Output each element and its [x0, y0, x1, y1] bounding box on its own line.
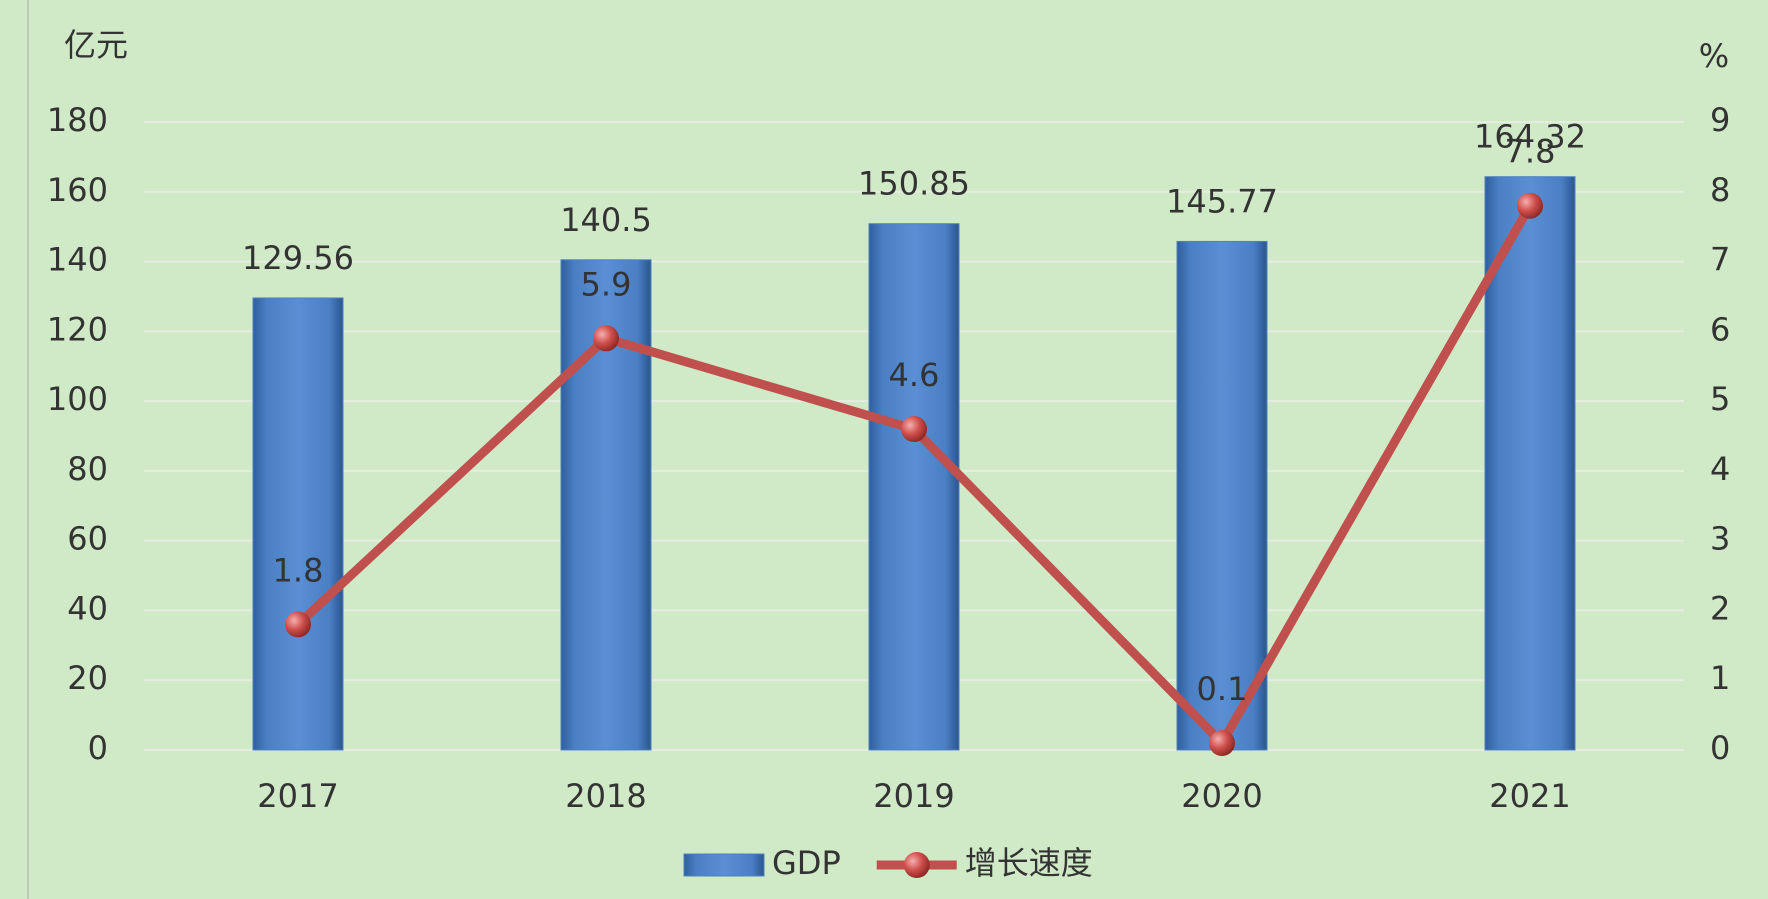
y2-tick-label: 3 — [1710, 520, 1730, 558]
y-tick-label: 180 — [47, 101, 108, 139]
legend-marker — [903, 852, 930, 878]
line-value-label: 7.8 — [1505, 133, 1556, 171]
legend-swatch — [683, 853, 765, 877]
line-value-label: 5.9 — [581, 265, 632, 303]
y-tick-label: 140 — [47, 241, 108, 279]
legend-label: 增长速度 — [965, 844, 1093, 882]
x-tick-label: 2021 — [1489, 777, 1570, 815]
bar-value-label: 129.56 — [242, 239, 354, 277]
bar-value-label: 150.85 — [858, 165, 970, 203]
y2-tick-label: 6 — [1710, 310, 1730, 348]
bar — [1484, 176, 1576, 751]
y-tick-label: 40 — [67, 589, 108, 627]
legend-label: GDP — [772, 844, 841, 882]
y-tick-label: 80 — [67, 450, 108, 488]
y2-tick-label: 7 — [1710, 241, 1730, 279]
line-value-label: 1.8 — [273, 551, 324, 589]
line-marker — [285, 611, 311, 638]
bar — [252, 297, 344, 751]
bar — [868, 223, 960, 751]
y2-tick-label: 4 — [1710, 450, 1730, 488]
y2-tick-label: 8 — [1710, 171, 1730, 209]
bar-value-label: 140.5 — [560, 201, 652, 239]
y2-axis-label: % — [1699, 37, 1729, 75]
y-tick-label: 20 — [67, 659, 108, 697]
line-value-label: 4.6 — [889, 356, 940, 394]
y-tick-label: 120 — [47, 310, 108, 348]
y2-tick-label: 5 — [1710, 380, 1730, 418]
y-tick-label: 100 — [47, 380, 108, 418]
y-tick-label: 160 — [47, 171, 108, 209]
y-axis-label: 亿元 — [64, 26, 128, 64]
bar-value-label: 164.32 — [1474, 118, 1586, 156]
y2-tick-label: 1 — [1710, 659, 1730, 697]
y2-tick-label: 0 — [1710, 729, 1730, 767]
x-tick-label: 2020 — [1181, 777, 1262, 815]
line-marker — [1517, 192, 1543, 219]
x-tick-label: 2018 — [565, 777, 646, 815]
line-value-label: 0.1 — [1197, 670, 1248, 708]
bar — [1176, 240, 1268, 751]
x-tick-label: 2017 — [257, 777, 338, 815]
y2-tick-label: 9 — [1710, 101, 1730, 139]
line-marker — [1209, 730, 1235, 757]
line-marker — [901, 416, 927, 443]
line-marker — [593, 325, 619, 352]
y2-tick-label: 2 — [1710, 589, 1730, 627]
y-tick-label: 0 — [88, 729, 108, 767]
bar-value-label: 145.77 — [1166, 182, 1278, 220]
x-tick-label: 2019 — [873, 777, 954, 815]
y-tick-label: 60 — [67, 520, 108, 558]
